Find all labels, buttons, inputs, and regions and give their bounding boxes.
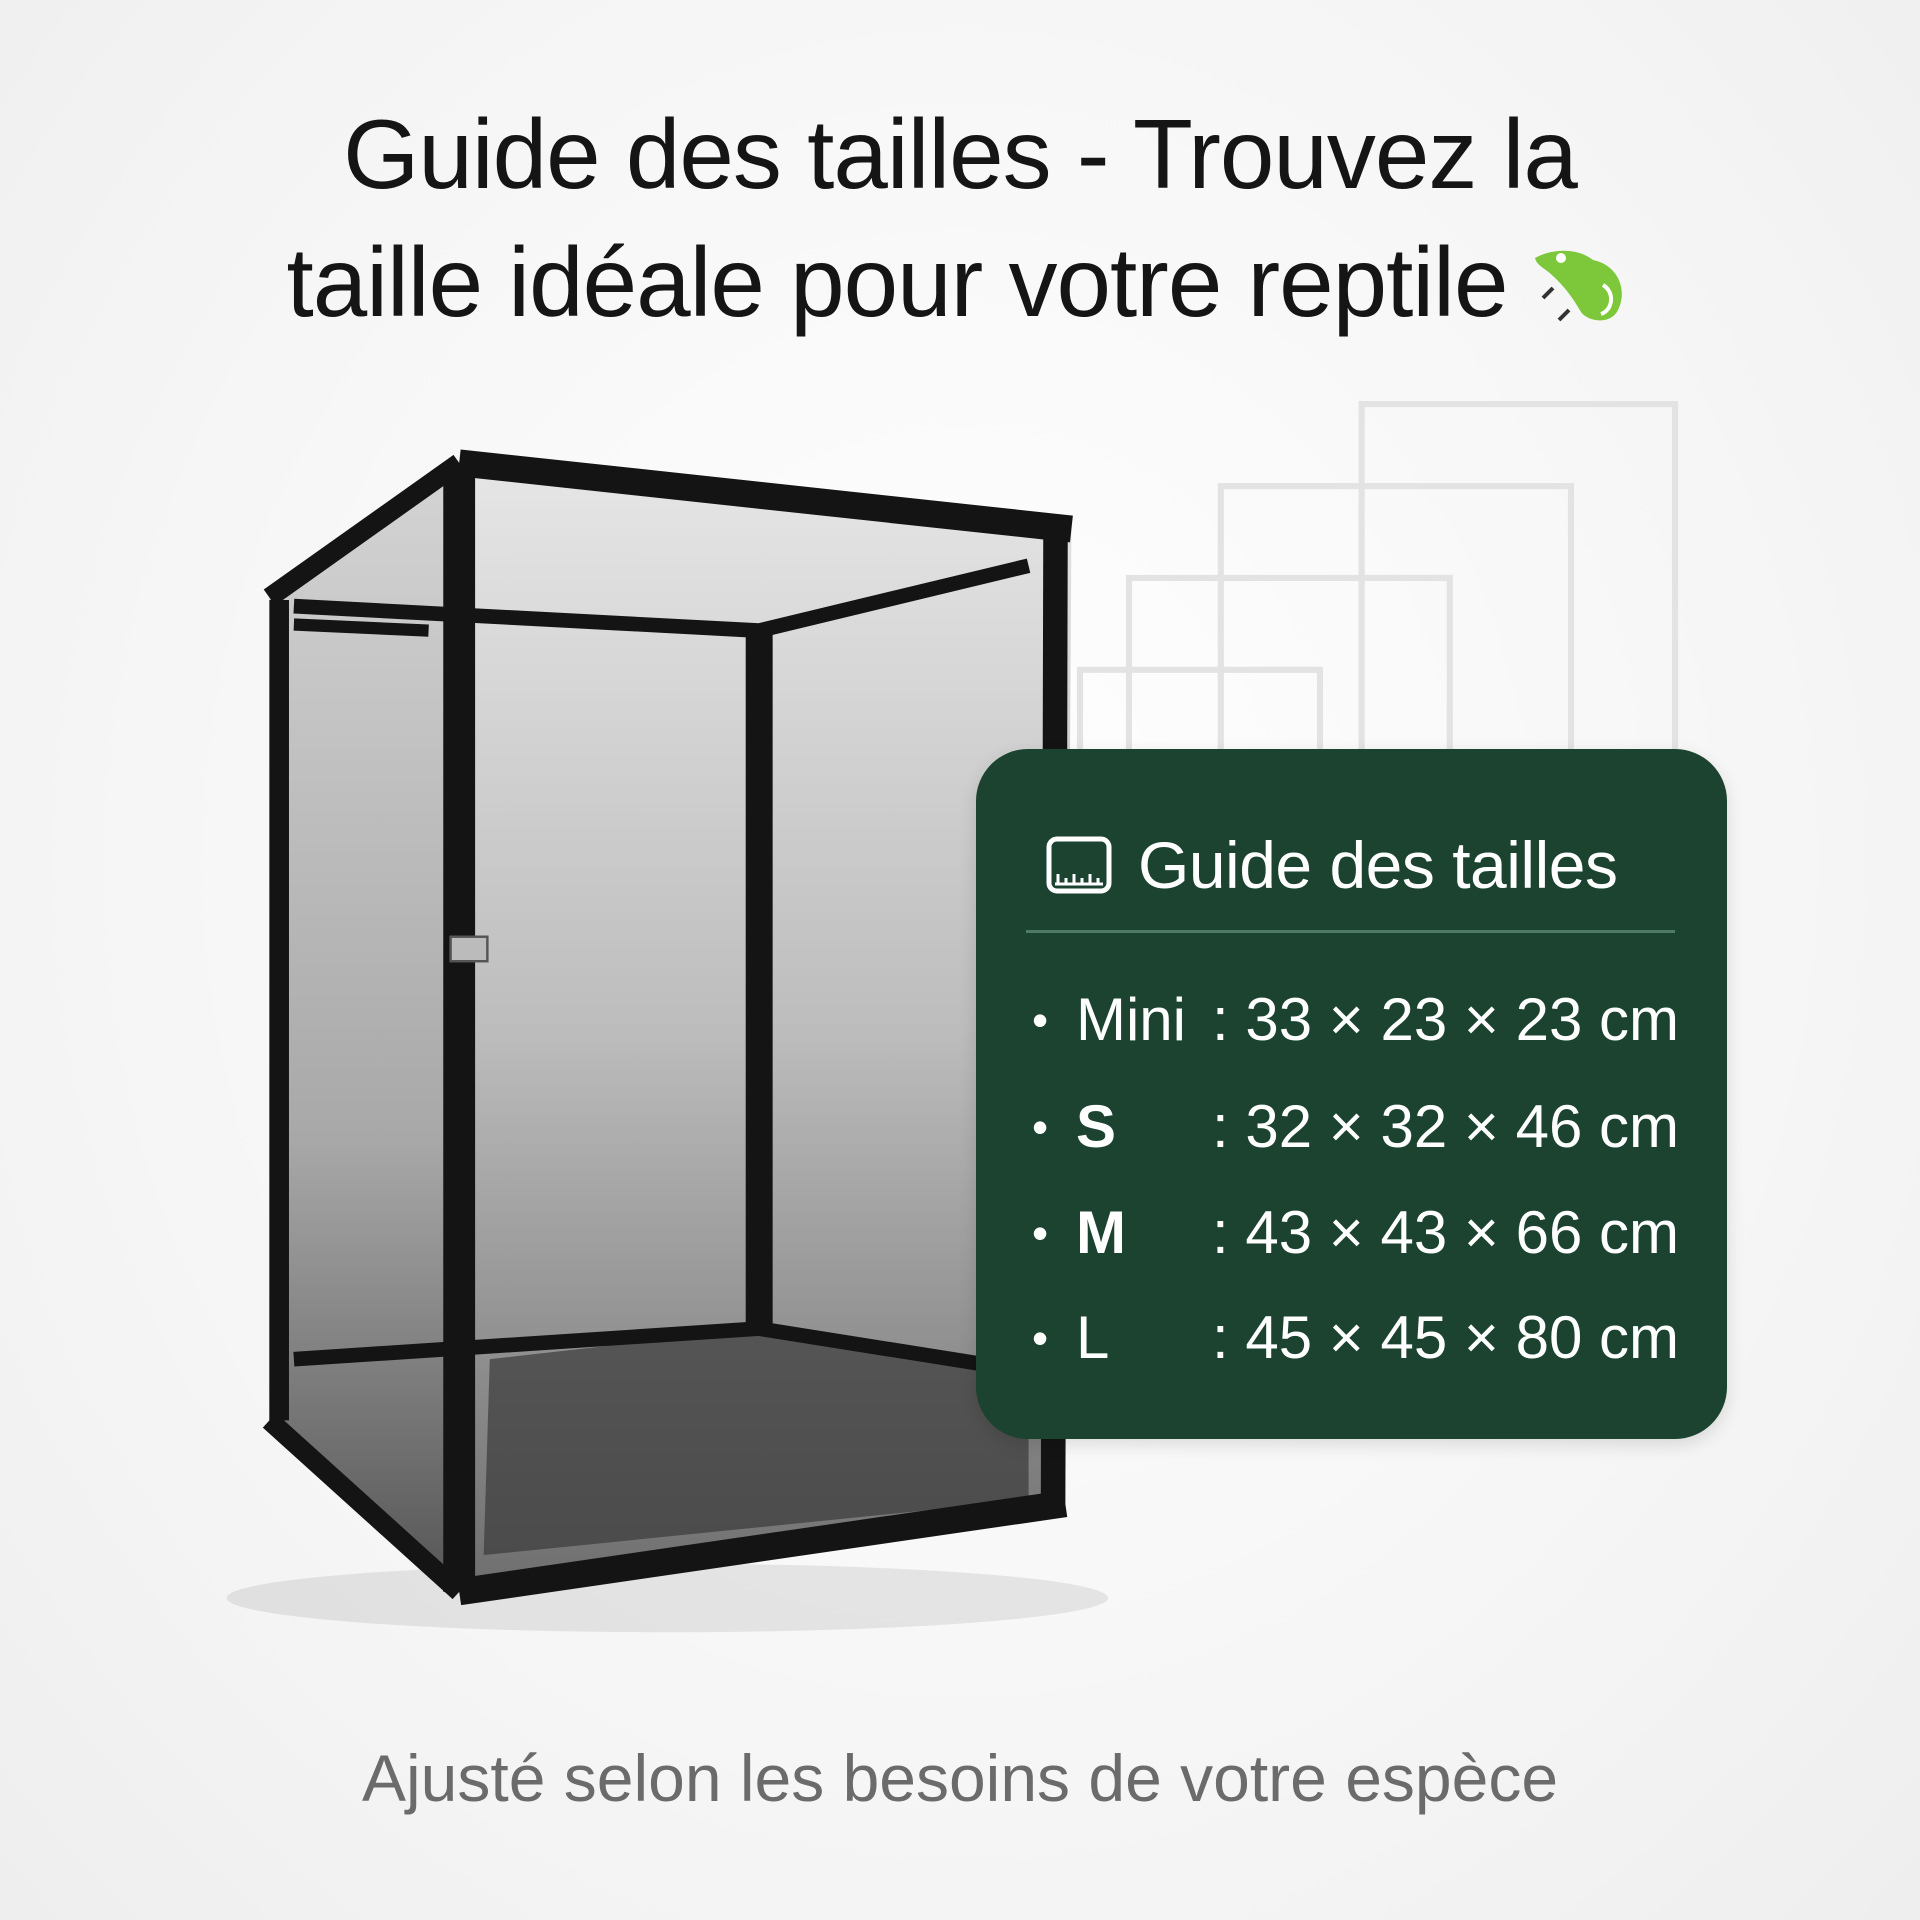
size-value: : 43 × 43 × 66 cm xyxy=(1212,1199,1679,1266)
bullet: • xyxy=(1032,1207,1049,1259)
size-label: M xyxy=(1076,1199,1126,1266)
lizard-icon xyxy=(1535,250,1623,322)
size-outline-rectangles xyxy=(1076,401,1679,763)
size-value: : 45 × 45 × 80 cm xyxy=(1212,1304,1679,1371)
size-value: : 33 × 23 × 23 cm xyxy=(1212,986,1679,1053)
bullet: • xyxy=(1032,1101,1049,1153)
bullet: • xyxy=(1032,994,1049,1046)
card-title: Guide des tailles xyxy=(1138,828,1618,902)
size-value: : 32 × 32 × 46 cm xyxy=(1212,1093,1679,1160)
size-label: S xyxy=(1076,1093,1117,1160)
title-line-1: Guide des tailles - Trouvez la xyxy=(343,99,1578,209)
size-label: Mini xyxy=(1076,986,1187,1053)
bullet: • xyxy=(1032,1312,1049,1364)
size-guide-card: Guide des tailles • Mini : 33 × 23 × 23 … xyxy=(976,749,1727,1439)
title-line-2: taille idéale pour votre reptile xyxy=(286,227,1509,337)
divider xyxy=(1026,930,1675,933)
footer-caption: Ajusté selon les besoins de votre espèce xyxy=(361,1741,1559,1815)
ruler-icon xyxy=(1046,836,1112,894)
page-title: Guide des tailles - Trouvez la taille id… xyxy=(0,90,1920,346)
size-label: L xyxy=(1076,1304,1110,1371)
